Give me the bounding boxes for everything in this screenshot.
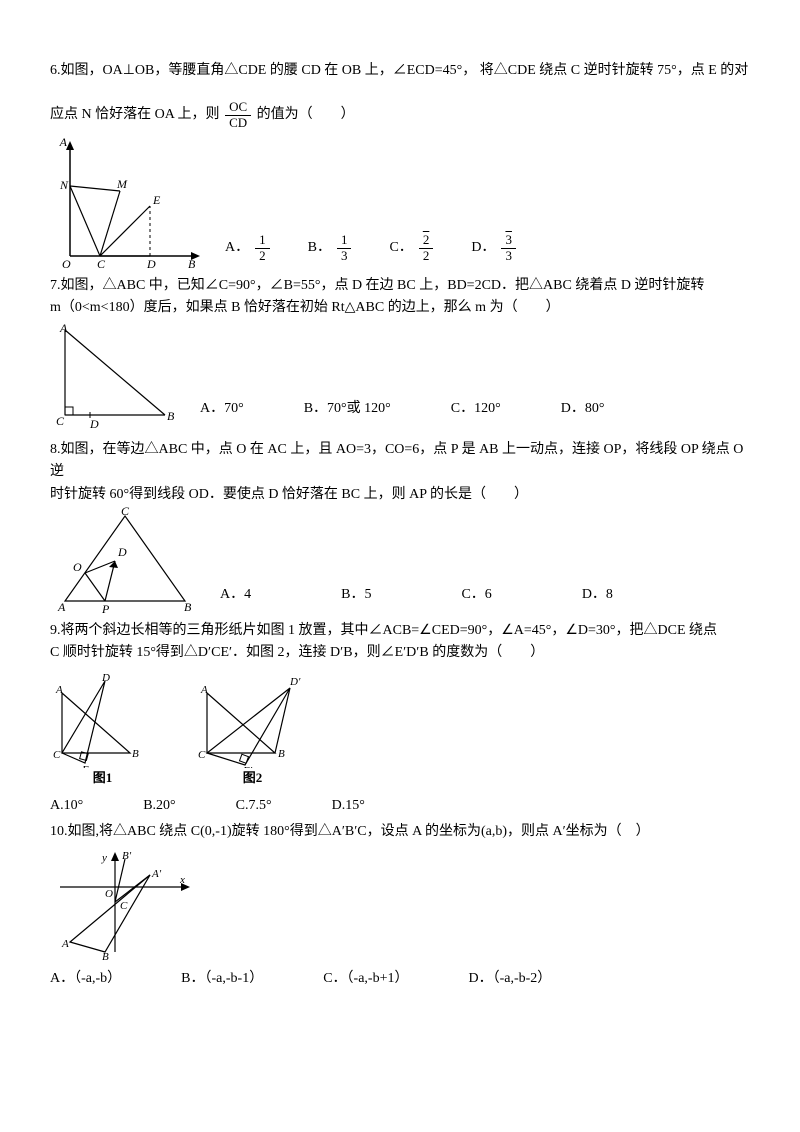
svg-text:E: E <box>152 193 161 207</box>
question-10: 10.如图,将△ABC 绕点 C(0,-1)旋转 180°得到△A′B′C，设点… <box>50 821 750 991</box>
svg-text:A′: A′ <box>151 868 162 880</box>
q9-fig1-wrap: A D C E B 图1 <box>50 673 155 789</box>
svg-text:E: E <box>81 764 89 768</box>
svg-text:A: A <box>57 600 66 614</box>
svg-text:D′: D′ <box>289 676 301 688</box>
q6-figure: A N M E O C D B <box>50 136 205 271</box>
svg-text:C: C <box>97 257 106 271</box>
svg-text:A: A <box>55 684 63 696</box>
svg-text:A: A <box>59 136 68 149</box>
q9-fig2-label: 图2 <box>195 768 310 789</box>
svg-text:C: C <box>120 900 128 912</box>
svg-text:N: N <box>59 178 69 192</box>
q6-options: A．12 B．13 C．22 D．33 <box>225 233 518 271</box>
svg-text:D: D <box>146 257 156 271</box>
q7-options: A．70° B．70°或 120° C．120° D．80° <box>200 398 604 434</box>
q9-line1: 9.将两个斜边长相等的三角形纸片如图 1 放置，其中∠ACB=∠CED=90°，… <box>50 620 750 642</box>
q9-line2: C 顺时针旋转 15°得到△D′CE′．如图 2，连接 D′B，则∠E′D′B … <box>50 642 750 664</box>
svg-text:D: D <box>89 417 99 431</box>
q9-fig1-label: 图1 <box>50 768 155 789</box>
q6-fraction: OC CD <box>225 100 251 130</box>
q8-options: A．4 B．5 C．6 D．8 <box>220 584 613 616</box>
svg-text:C: C <box>53 749 61 761</box>
svg-text:B: B <box>188 257 196 271</box>
svg-text:O: O <box>62 257 71 271</box>
q9-options: A.10° B.20° C.7.5° D.15° <box>50 795 365 817</box>
svg-text:x: x <box>179 874 185 886</box>
svg-text:D: D <box>101 673 110 684</box>
q9-figure2: A D′ C E′ B <box>195 673 310 768</box>
svg-text:A: A <box>61 938 69 950</box>
svg-text:C: C <box>121 506 130 518</box>
svg-text:B: B <box>184 600 192 614</box>
q7-line2: m（0<m<180）度后，如果点 B 恰好落在初始 Rt△ABC 的边上，那么 … <box>50 297 750 319</box>
svg-text:B: B <box>132 748 139 760</box>
svg-text:y: y <box>101 852 107 864</box>
q10-options: A．（-a,-b） B．（-a,-b-1） C．（-a,-b+1） D．（-a,… <box>50 968 551 990</box>
question-6: 6.如图，OA⊥OB，等腰直角△CDE 的腰 CD 在 OB 上，∠ECD=45… <box>50 60 750 271</box>
question-9: 9.将两个斜边长相等的三角形纸片如图 1 放置，其中∠ACB=∠CED=90°，… <box>50 620 750 817</box>
q9-figure1: A D C E B <box>50 673 155 768</box>
svg-text:C: C <box>56 414 65 428</box>
question-7: 7.如图，△ABC 中，已知∠C=90°，∠B=55°，点 D 在边 BC 上，… <box>50 275 750 435</box>
q9-fig2-wrap: A D′ C E′ B 图2 <box>195 673 310 789</box>
svg-text:P: P <box>101 602 110 616</box>
q6-line1: 6.如图，OA⊥OB，等腰直角△CDE 的腰 CD 在 OB 上，∠ECD=45… <box>50 60 750 82</box>
svg-text:A: A <box>200 684 208 696</box>
q8-line2: 时针旋转 60°得到线段 OD．要使点 D 恰好落在 BC 上，则 AP 的长是… <box>50 484 750 506</box>
svg-text:O: O <box>73 560 82 574</box>
svg-text:B: B <box>278 748 285 760</box>
q8-line1: 8.如图，在等边△ABC 中，点 O 在 AC 上，且 AO=3，CO=6，点 … <box>50 439 750 484</box>
svg-text:C: C <box>198 749 206 761</box>
q8-figure: C O D A P B <box>50 506 200 616</box>
svg-text:M: M <box>116 177 128 191</box>
question-8: 8.如图，在等边△ABC 中，点 O 在 AC 上，且 AO=3，CO=6，点 … <box>50 439 750 616</box>
q6-line2-after: 的值为（ ） <box>257 107 355 122</box>
q10-line1: 10.如图,将△ABC 绕点 C(0,-1)旋转 180°得到△A′B′C，设点… <box>50 821 750 843</box>
svg-text:A: A <box>59 321 68 335</box>
svg-text:B: B <box>102 951 109 962</box>
q7-line1: 7.如图，△ABC 中，已知∠C=90°，∠B=55°，点 D 在边 BC 上，… <box>50 275 750 297</box>
svg-text:D: D <box>117 545 127 559</box>
svg-text:O: O <box>105 888 113 900</box>
q10-figure: O C x y B′ A′ A B <box>50 847 200 962</box>
q6-line2-before: 应点 N 恰好落在 OA 上，则 <box>50 107 220 122</box>
svg-text:B: B <box>167 409 175 423</box>
q7-figure: A C D B <box>50 320 180 435</box>
svg-text:B′: B′ <box>122 850 132 862</box>
